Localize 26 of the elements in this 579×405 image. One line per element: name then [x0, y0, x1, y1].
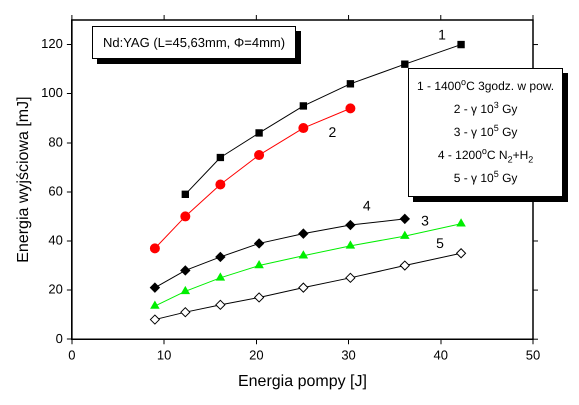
y-tick-label: 120: [41, 36, 63, 52]
y-tick-label: 40: [48, 232, 63, 248]
annotation: 3 - γ 10$^{5}$ Gy: [452, 122, 518, 141]
annotation: 4 - 1200$^{o}$C N$_{2}$+H$_{2}$: [436, 145, 534, 166]
annotation: 1 - 1400$^{o}$C 3godz. w pow.: [417, 76, 554, 95]
y-tick-label: 20: [48, 282, 63, 297]
series-label: 4: [362, 198, 371, 214]
y-axis-title: Energia wyjściowa [mJ]: [15, 96, 32, 263]
y-tick-label: 0: [56, 330, 63, 346]
legend-label: 1: [438, 26, 446, 42]
y-tick-label: 60: [48, 183, 63, 198]
x-tick-label: 30: [341, 348, 356, 363]
x-tick-label: 50: [526, 348, 540, 363]
y-tick-label: 80: [48, 134, 63, 150]
x-tick-label: 10: [156, 348, 172, 363]
series-label: 3: [421, 212, 430, 229]
x-tick-label: 0: [68, 348, 76, 363]
annotation: 2 - γ 10$^{3}$ Gy: [452, 99, 518, 118]
series-label: 2: [328, 124, 336, 140]
x-axis-title: Energia pompy [J]: [238, 372, 367, 390]
annotation: Nd:YAG (L=45,63mm, Φ=4mm): [92, 26, 296, 59]
y-tick-label: 100: [41, 85, 63, 100]
x-tick-label: 40: [434, 348, 448, 363]
annotation: 5 - γ 10$^{5}$ Gy: [452, 168, 518, 187]
series-label: 5: [436, 235, 444, 252]
x-tick-label: 20: [249, 348, 264, 363]
